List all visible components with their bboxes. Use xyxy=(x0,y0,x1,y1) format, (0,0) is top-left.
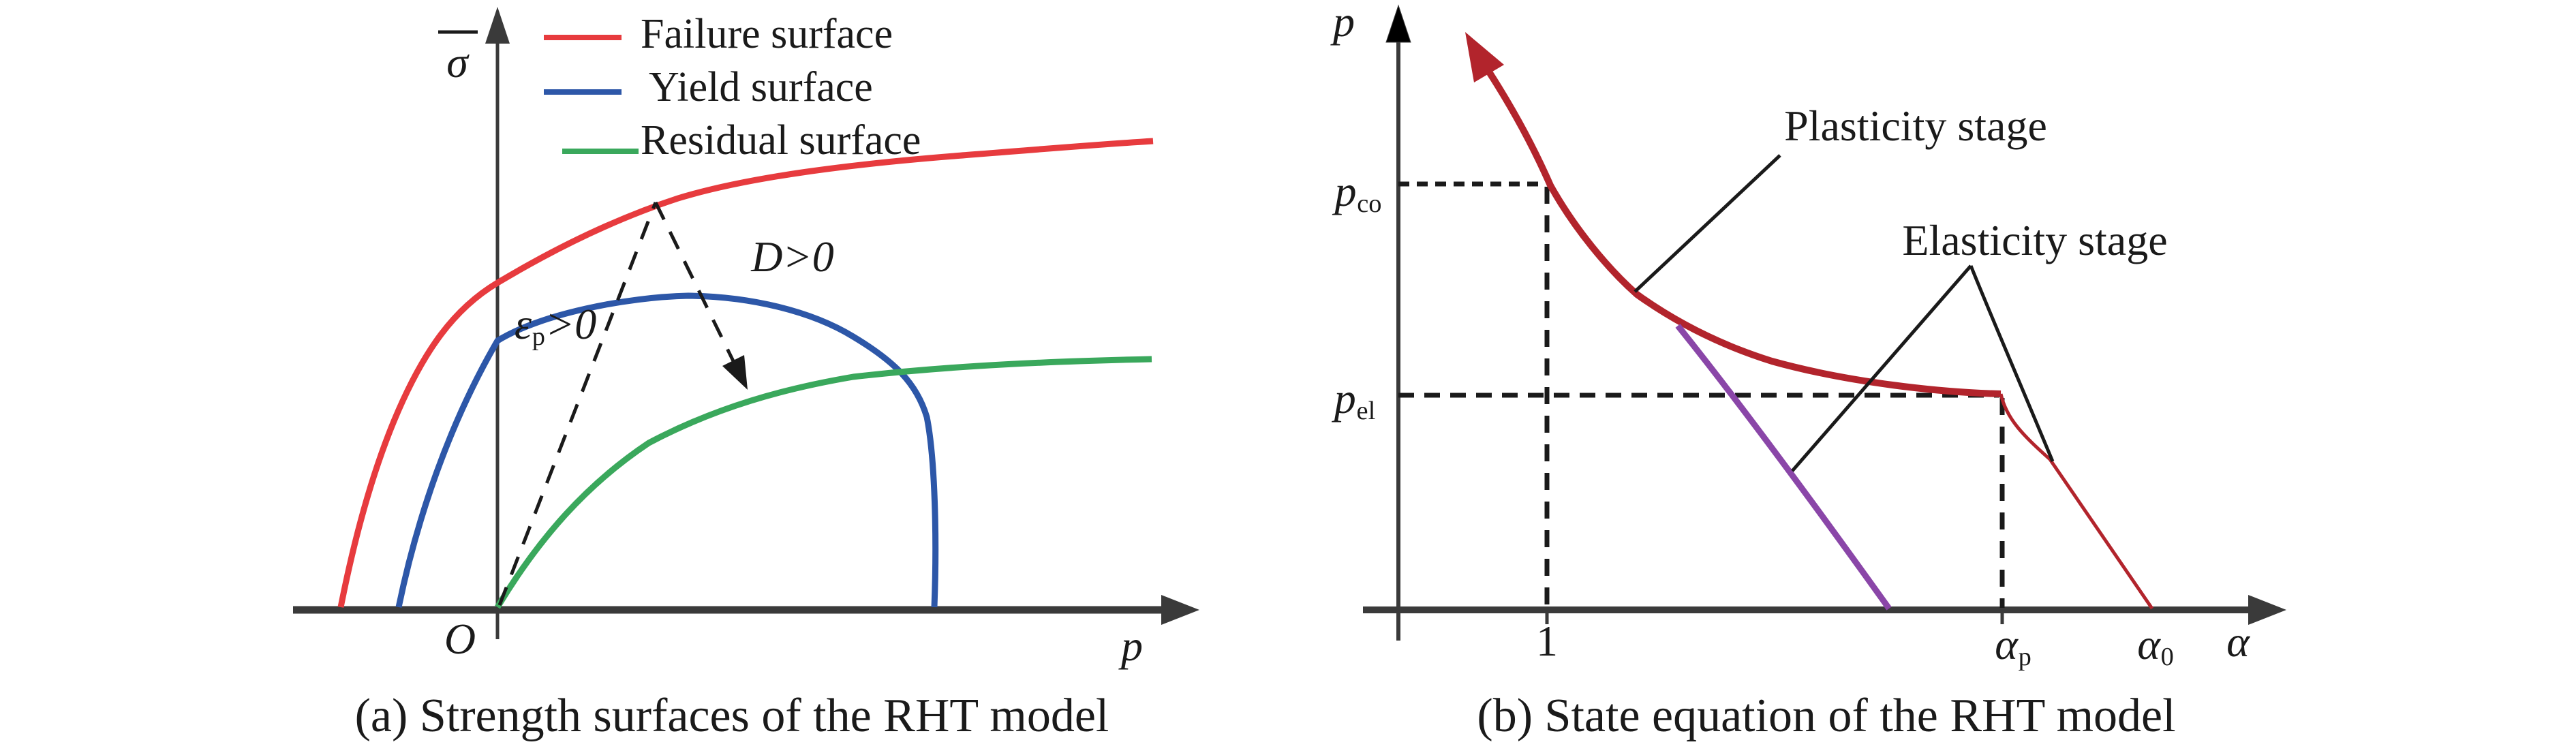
alpha-p-symbol: α xyxy=(1995,620,2018,669)
pel-symbol: p xyxy=(1334,374,1356,422)
pco-label: pco xyxy=(1334,167,1381,217)
failure-surface-curve xyxy=(337,138,1154,608)
loading-path-dashed xyxy=(497,202,658,606)
eps-subscript: p xyxy=(532,322,545,352)
residual-surface-curve xyxy=(495,356,1152,609)
panel-b-x-axis-label: α xyxy=(2226,617,2250,666)
yield-surface-curve xyxy=(395,292,939,608)
plasticity-stage-label: Plasticity stage xyxy=(1784,102,2047,150)
eos-compaction-curve xyxy=(1486,71,2002,397)
elasticity-pointer-right xyxy=(1969,265,2055,462)
pel-label: pel xyxy=(1334,374,1375,425)
plasticity-pointer-line xyxy=(1634,154,1781,293)
elasticity-stage-label: Elasticity stage xyxy=(1902,216,2168,264)
alpha-p-subscript: p xyxy=(2018,643,2031,672)
panel-a-x-axis-label: p xyxy=(1121,621,1143,670)
panel-b-y-axis-label: p xyxy=(1333,0,1355,46)
pco-subscript: co xyxy=(1357,189,1382,219)
damage-annotation: D>0 xyxy=(751,232,834,281)
panel-a-y-axis-arrow-icon xyxy=(485,7,510,44)
eos-unloading-line xyxy=(1999,393,2154,610)
panel-a-caption: (a) Strength surfaces of the RHT model xyxy=(354,690,1109,742)
elastic-line xyxy=(1675,324,1892,611)
legend-label-yield: Yield surface xyxy=(649,64,873,110)
panel-a-x-axis-arrow-icon xyxy=(1161,595,1199,625)
pco-symbol: p xyxy=(1334,167,1357,215)
origin-label: O xyxy=(444,615,476,663)
alpha-0-label: α0 xyxy=(2137,620,2174,671)
alpha-0-subscript: 0 xyxy=(2160,643,2174,672)
elasticity-pointer-left xyxy=(1791,264,1972,472)
tick-one-label: 1 xyxy=(1536,617,1558,665)
eps-rest: >0 xyxy=(545,300,597,348)
panel-b-caption: (b) State equation of the RHT model xyxy=(1477,690,2176,742)
legend-label-residual: Residual surface xyxy=(641,117,921,164)
pel-subscript: el xyxy=(1356,397,1376,426)
damage-path-dashed xyxy=(654,201,738,368)
damage-path-arrow-icon xyxy=(722,355,748,390)
panel-b-x-axis-arrow-icon xyxy=(2248,595,2286,625)
legend-label-failure: Failure surface xyxy=(641,11,893,57)
panel-b-y-axis-arrow-icon xyxy=(1385,4,1411,43)
alpha-p-label: αp xyxy=(1995,620,2031,671)
alpha-0-symbol: α xyxy=(2137,620,2160,669)
panel-a-y-axis-label: σ xyxy=(446,38,468,87)
eps-annotation: εp>0 xyxy=(514,300,597,350)
eps-symbol: ε xyxy=(514,300,532,348)
eos-curve-arrow-icon xyxy=(1465,32,1504,82)
